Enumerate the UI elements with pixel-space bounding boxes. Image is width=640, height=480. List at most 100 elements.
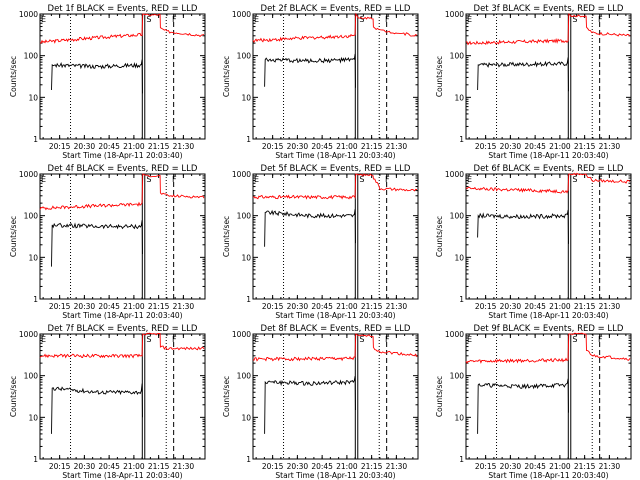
y-tick-label: 10 [28, 253, 38, 262]
x-axis-label: Start Time (18-Apr-11 20:03:40) [488, 311, 608, 320]
series-red-lld [39, 332, 205, 359]
panel-3: Det 3f BLACK = Events, RED = LLD 1 10 100 10… [435, 4, 632, 160]
marker-label-s: S [146, 175, 151, 184]
x-tick-label: 21:30 [599, 462, 621, 471]
series-black-events [51, 383, 143, 434]
panel-title: Det 3f BLACK = Events, RED = LLD [474, 4, 624, 14]
y-tick-label: 100 [24, 212, 39, 221]
y-tick-label: 10 [454, 253, 464, 262]
y-tick-label: 1000 [19, 170, 38, 179]
plot-frame [252, 333, 419, 460]
plot-frame [465, 173, 632, 300]
panel-7: Det 7f BLACK = Events, RED = LLD 1 10 100 10… [9, 324, 206, 480]
marker-label-e: E [41, 335, 46, 344]
x-tick-label: 21:00 [549, 142, 571, 151]
x-tick-label: 20:30 [500, 142, 522, 151]
series-black-events [264, 209, 356, 247]
x-tick-label: 20:45 [311, 462, 333, 471]
y-axis-label: Counts/sec [9, 376, 18, 417]
x-tick-label: 21:30 [173, 302, 195, 311]
series-black-events [477, 209, 569, 244]
series-black-events [51, 59, 143, 94]
y-tick-label: 100 [237, 212, 252, 221]
plot-frame [39, 333, 206, 460]
x-tick-label: 20:45 [311, 142, 333, 151]
y-tick-label: 10 [241, 253, 251, 262]
x-tick-label: 20:30 [500, 302, 522, 311]
y-tick-label: 1000 [19, 330, 38, 339]
y-tick-label: 1 [33, 455, 38, 464]
marker-label-f: F [385, 335, 390, 344]
y-tick-label: 10 [241, 413, 251, 422]
series-red-lld [252, 333, 418, 362]
y-tick-label: 1000 [19, 10, 38, 19]
marker-label-f: F [385, 175, 390, 184]
x-axis-label: Start Time (18-Apr-11 20:03:40) [62, 151, 182, 160]
marker-label-s: S [572, 175, 577, 184]
marker-label-f: F [598, 15, 603, 24]
x-tick-label: 21:30 [599, 142, 621, 151]
y-tick-label: 10 [454, 93, 464, 102]
x-tick-label: 21:30 [386, 462, 408, 471]
y-tick-label: 1 [33, 295, 38, 304]
marker-label-e: E [41, 15, 46, 24]
x-tick-label: 20:30 [287, 302, 309, 311]
x-tick-label: 20:15 [49, 142, 71, 151]
y-tick-label: 10 [241, 93, 251, 102]
plot-frame [252, 13, 419, 140]
y-tick-label: 1000 [232, 170, 251, 179]
x-tick-label: 21:00 [549, 462, 571, 471]
marker-label-e: E [254, 15, 259, 24]
marker-label-s: S [572, 335, 577, 344]
x-tick-label: 21:15 [148, 462, 170, 471]
series-red-lld [252, 173, 418, 200]
marker-label-f: F [172, 175, 177, 184]
x-tick-label: 21:15 [574, 302, 596, 311]
marker-label-e: E [254, 175, 259, 184]
y-tick-label: 1000 [445, 10, 464, 19]
x-tick-label: 21:00 [336, 462, 358, 471]
x-tick-label: 20:15 [475, 302, 497, 311]
plot-frame [465, 13, 632, 140]
x-axis-label: Start Time (18-Apr-11 20:03:40) [488, 471, 608, 480]
y-tick-label: 1 [246, 295, 251, 304]
marker-label-s: S [359, 335, 364, 344]
marker-label-e: E [467, 15, 472, 24]
x-axis-label: Start Time (18-Apr-11 20:03:40) [62, 311, 182, 320]
x-tick-label: 20:45 [524, 142, 546, 151]
series-red-lld [465, 172, 631, 194]
y-tick-label: 100 [450, 212, 465, 221]
x-tick-label: 20:45 [98, 302, 120, 311]
x-tick-label: 20:15 [475, 142, 497, 151]
x-tick-label: 20:15 [49, 462, 71, 471]
y-axis-label: Counts/sec [222, 216, 231, 257]
x-tick-label: 21:00 [336, 302, 358, 311]
marker-label-s: S [146, 335, 151, 344]
y-tick-label: 10 [28, 93, 38, 102]
panel-9: Det 9f BLACK = Events, RED = LLD 1 10 100 10… [435, 324, 632, 480]
y-tick-label: 10 [28, 413, 38, 422]
x-tick-label: 21:30 [386, 142, 408, 151]
x-tick-label: 21:00 [549, 302, 571, 311]
x-tick-label: 21:00 [123, 142, 145, 151]
panel-1: Det 1f BLACK = Events, RED = LLD 1 10 100 10… [9, 4, 206, 160]
panel-title: Det 8f BLACK = Events, RED = LLD [261, 324, 411, 334]
series-black-events [477, 57, 569, 92]
panel-2: Det 2f BLACK = Events, RED = LLD 1 10 100 10… [222, 4, 419, 160]
y-tick-label: 1 [459, 295, 464, 304]
y-tick-label: 1000 [445, 170, 464, 179]
panel-title: Det 2f BLACK = Events, RED = LLD [261, 4, 411, 14]
y-tick-label: 100 [450, 372, 465, 381]
x-tick-label: 20:45 [524, 462, 546, 471]
series-red-lld [252, 12, 418, 43]
x-tick-label: 20:30 [287, 142, 309, 151]
x-tick-label: 21:15 [361, 302, 383, 311]
x-tick-label: 20:15 [262, 142, 284, 151]
y-tick-label: 100 [450, 52, 465, 61]
plot-frame [252, 173, 419, 300]
x-axis-label: Start Time (18-Apr-11 20:03:40) [275, 471, 395, 480]
panel-4: Det 4f BLACK = Events, RED = LLD 1 10 100 10… [9, 164, 206, 320]
x-tick-label: 20:15 [49, 302, 71, 311]
x-tick-label: 21:15 [574, 462, 596, 471]
y-axis-label: Counts/sec [435, 216, 444, 257]
